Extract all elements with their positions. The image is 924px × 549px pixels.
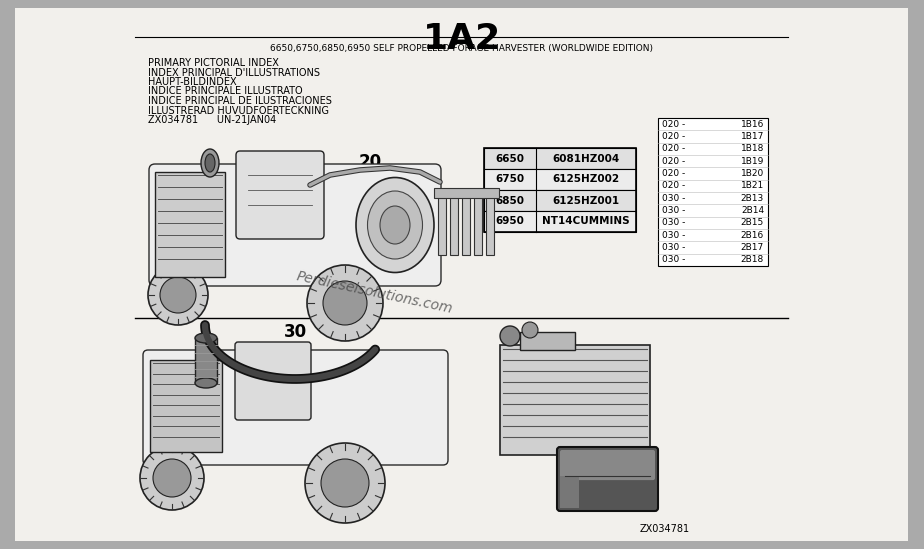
FancyBboxPatch shape xyxy=(557,447,658,511)
Text: 1B20: 1B20 xyxy=(741,169,764,178)
Bar xyxy=(658,118,768,266)
Text: 1B18: 1B18 xyxy=(741,144,764,153)
Bar xyxy=(150,360,222,452)
Text: 2B16: 2B16 xyxy=(741,231,764,240)
Text: ILLUSTRERAD HUVUDFOERTECKNING: ILLUSTRERAD HUVUDFOERTECKNING xyxy=(148,105,329,115)
Bar xyxy=(486,190,494,255)
Text: 6650: 6650 xyxy=(495,154,525,164)
Text: 30: 30 xyxy=(284,323,307,341)
Ellipse shape xyxy=(307,265,383,341)
Text: ZX034781      UN-21JAN04: ZX034781 UN-21JAN04 xyxy=(148,115,276,125)
Text: 6650,6750,6850,6950 SELF PROPELLED FORAGE HARVESTER (WORLDWIDE EDITION): 6650,6750,6850,6950 SELF PROPELLED FORAG… xyxy=(271,44,653,53)
Ellipse shape xyxy=(205,154,215,172)
Bar xyxy=(474,190,482,255)
Text: 030 -: 030 - xyxy=(662,194,686,203)
Ellipse shape xyxy=(195,378,217,388)
Ellipse shape xyxy=(323,281,367,325)
Bar xyxy=(462,190,470,255)
Bar xyxy=(484,148,636,232)
Text: 020 -: 020 - xyxy=(662,181,686,191)
Text: 2B14: 2B14 xyxy=(741,206,764,215)
Text: 2B13: 2B13 xyxy=(741,194,764,203)
Text: INDICE PRINCIPALE ILLUSTRATO: INDICE PRINCIPALE ILLUSTRATO xyxy=(148,87,303,97)
Bar xyxy=(484,148,636,169)
Text: 6950: 6950 xyxy=(495,216,525,227)
Text: HAUPT-BILDINDEX: HAUPT-BILDINDEX xyxy=(148,77,237,87)
Text: 1A2: 1A2 xyxy=(423,22,501,56)
Text: 030 -: 030 - xyxy=(662,219,686,227)
Text: NT14CUMMINS: NT14CUMMINS xyxy=(542,216,630,227)
Text: 6750: 6750 xyxy=(495,175,525,184)
Bar xyxy=(450,190,458,255)
Bar xyxy=(520,332,575,350)
Text: 030 -: 030 - xyxy=(662,231,686,240)
Text: 20: 20 xyxy=(359,153,382,171)
Text: 030 -: 030 - xyxy=(662,243,686,252)
Bar xyxy=(484,169,636,190)
Text: PRIMARY PICTORIAL INDEX: PRIMARY PICTORIAL INDEX xyxy=(148,58,279,68)
FancyBboxPatch shape xyxy=(143,350,448,465)
FancyBboxPatch shape xyxy=(235,342,311,420)
FancyBboxPatch shape xyxy=(560,450,655,480)
Text: 2B15: 2B15 xyxy=(741,219,764,227)
Text: 2B17: 2B17 xyxy=(741,243,764,252)
Bar xyxy=(484,211,636,232)
FancyBboxPatch shape xyxy=(236,151,324,239)
Text: 020 -: 020 - xyxy=(662,144,686,153)
Text: 1B16: 1B16 xyxy=(741,120,764,128)
Bar xyxy=(484,190,636,211)
Text: 020 -: 020 - xyxy=(662,156,686,166)
Text: 030 -: 030 - xyxy=(662,255,686,264)
Ellipse shape xyxy=(140,446,204,510)
Bar xyxy=(195,338,217,383)
Ellipse shape xyxy=(356,177,434,272)
Text: ZX034781: ZX034781 xyxy=(640,524,690,534)
Text: 020 -: 020 - xyxy=(662,132,686,141)
Text: 030 -: 030 - xyxy=(662,206,686,215)
Text: 020 -: 020 - xyxy=(662,120,686,128)
Ellipse shape xyxy=(380,206,410,244)
Text: INDEX PRINCIPAL D'ILLUSTRATIONS: INDEX PRINCIPAL D'ILLUSTRATIONS xyxy=(148,68,320,77)
Text: 1B21: 1B21 xyxy=(741,181,764,191)
Ellipse shape xyxy=(305,443,385,523)
Text: 6125HZ002: 6125HZ002 xyxy=(553,175,620,184)
Text: 1B17: 1B17 xyxy=(741,132,764,141)
Bar xyxy=(434,188,499,198)
Ellipse shape xyxy=(195,333,217,343)
FancyBboxPatch shape xyxy=(149,164,441,286)
Ellipse shape xyxy=(153,459,191,497)
FancyBboxPatch shape xyxy=(560,476,579,508)
Ellipse shape xyxy=(148,265,208,325)
Text: 020 -: 020 - xyxy=(662,169,686,178)
Ellipse shape xyxy=(500,326,520,346)
Text: Perdieselsolutions.com: Perdieselsolutions.com xyxy=(296,270,455,316)
Text: 1B19: 1B19 xyxy=(741,156,764,166)
Text: INDICE PRINCIPAL DE ILUSTRACIONES: INDICE PRINCIPAL DE ILUSTRACIONES xyxy=(148,96,332,106)
Bar xyxy=(500,345,650,455)
Text: 6081HZ004: 6081HZ004 xyxy=(553,154,620,164)
Ellipse shape xyxy=(201,149,219,177)
Ellipse shape xyxy=(160,277,196,313)
Ellipse shape xyxy=(321,459,369,507)
Bar xyxy=(438,190,446,255)
Text: 2B18: 2B18 xyxy=(741,255,764,264)
Text: 6850: 6850 xyxy=(495,195,525,205)
Ellipse shape xyxy=(522,322,538,338)
Bar xyxy=(155,172,225,277)
Ellipse shape xyxy=(368,191,422,259)
Text: 6125HZ001: 6125HZ001 xyxy=(553,195,620,205)
